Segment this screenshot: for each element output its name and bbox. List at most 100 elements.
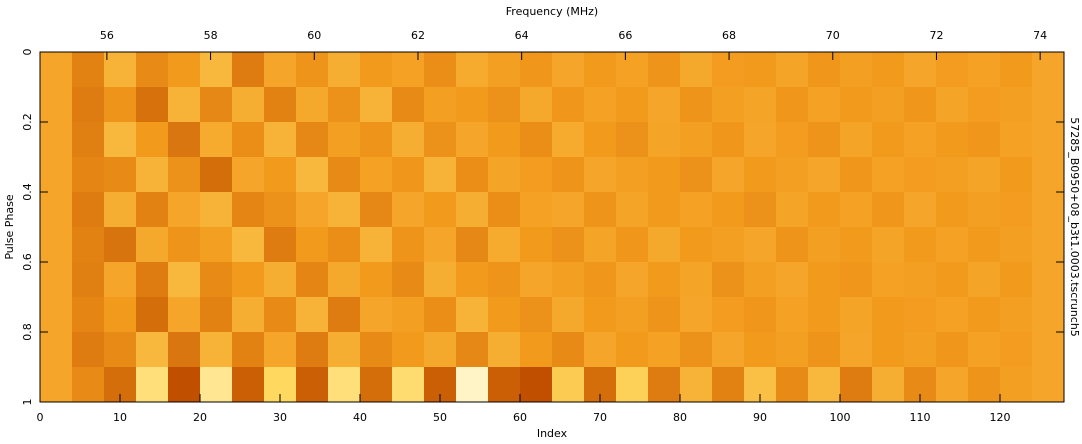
heatmap-cell [712,87,745,123]
heatmap-cell [616,262,649,298]
heatmap-cell [40,52,73,88]
x-tick-label: 120 [990,411,1011,424]
heatmap-cell [200,52,233,88]
heatmap-cell [616,87,649,123]
heatmap-cell [360,367,393,403]
heatmap-cell [232,122,265,158]
heatmap-cell [296,52,329,88]
x2-tick-label: 60 [307,29,321,42]
heatmap-cell [616,52,649,88]
heatmap-cell [168,297,201,333]
y-axis-label: Pulse Phase [3,194,16,260]
x2-tick-label: 74 [1033,29,1047,42]
heatmap-cell [168,192,201,228]
heatmap-cell [424,52,457,88]
heatmap-cell [136,122,169,158]
heatmap-cell [712,157,745,193]
x-tick-label: 30 [273,411,287,424]
heatmap-cell [488,262,521,298]
heatmap-cell [296,122,329,158]
heatmap-cell [552,262,585,298]
heatmap-cell [712,52,745,88]
heatmap-cell [680,332,713,368]
heatmap-cell [776,332,809,368]
heatmap-cell [296,297,329,333]
heatmap-cell [872,227,905,263]
heatmap-cell [584,227,617,263]
y-tick-label: 0.6 [21,253,34,271]
heatmap-cell [1032,192,1065,228]
heatmap-cell [1000,227,1033,263]
heatmap-cell [264,262,297,298]
heatmap-cell [1032,332,1065,368]
heatmap-cell [200,122,233,158]
heatmap-cell [168,227,201,263]
heatmap-cell [264,157,297,193]
heatmap-cell [424,87,457,123]
heatmap-cell [520,227,553,263]
heatmap-cell [360,332,393,368]
heatmap-cell [104,262,137,298]
heatmap-cell [136,192,169,228]
heatmap-cell [488,122,521,158]
heatmap-cell [680,87,713,123]
x-tick-label: 20 [193,411,207,424]
heatmap-cell [72,227,105,263]
heatmap-cell [904,227,937,263]
heatmap-cell [776,297,809,333]
heatmap-cell [808,122,841,158]
heatmap-cell [776,87,809,123]
x2-tick-label: 64 [515,29,529,42]
heatmap-cell [200,192,233,228]
heatmap-cell [744,297,777,333]
heatmap-cell [648,367,681,403]
heatmap-cell [552,227,585,263]
heatmap-cell [552,52,585,88]
heatmap-cell [648,122,681,158]
heatmap-cell [136,157,169,193]
heatmap-cell [232,192,265,228]
x-tick-label: 40 [353,411,367,424]
x2-tick-label: 70 [826,29,840,42]
heatmap-cell [1032,87,1065,123]
heatmap-cell [296,367,329,403]
heatmap-cell [360,227,393,263]
x-tick-label: 100 [830,411,851,424]
heatmap-cell [328,122,361,158]
heatmap-cell [296,227,329,263]
heatmap-cell [936,52,969,88]
heatmap-cell [168,157,201,193]
heatmap-cell [232,262,265,298]
heatmap-cell [72,192,105,228]
heatmap-cell [872,157,905,193]
heatmap-cell [296,192,329,228]
x-axis-label: Index [537,427,568,440]
heatmap-cell [936,262,969,298]
heatmap-cell [232,367,265,403]
x-tick-label: 90 [753,411,767,424]
heatmap-cell [40,297,73,333]
x2-tick-label: 56 [100,29,114,42]
heatmap-cell [584,157,617,193]
heatmap-cell [360,192,393,228]
heatmap-cell [872,52,905,88]
x-tick-label: 110 [910,411,931,424]
heatmap-cell [904,87,937,123]
heatmap-cell [1000,157,1033,193]
heatmap-cell [520,367,553,403]
x-tick-label: 0 [37,411,44,424]
heatmap-cell [552,87,585,123]
heatmap-cell [424,227,457,263]
heatmap-cell [936,297,969,333]
heatmap-cell [776,367,809,403]
heatmap-cell [968,297,1001,333]
heatmap-cell [232,157,265,193]
heatmap-cell [40,332,73,368]
heatmap-cell [328,332,361,368]
heatmap-cell [744,192,777,228]
heatmap-cell [264,52,297,88]
heatmap-cell [840,192,873,228]
heatmap-cell [520,262,553,298]
heatmap-cell [136,227,169,263]
heatmap-cell [392,227,425,263]
